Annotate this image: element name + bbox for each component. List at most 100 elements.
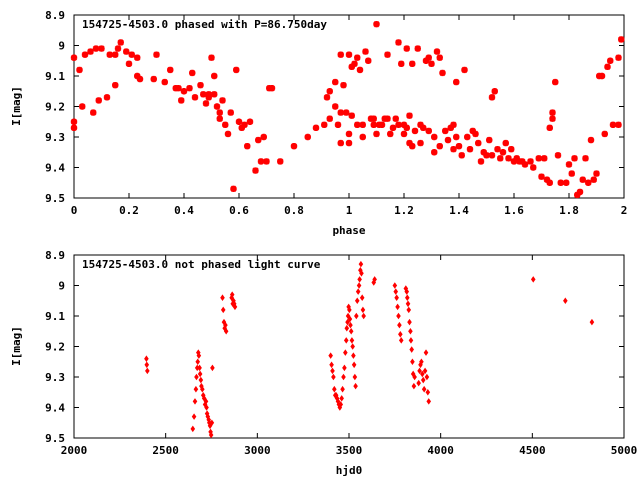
data-point <box>422 367 428 375</box>
data-point <box>411 127 419 135</box>
data-point <box>393 288 399 295</box>
x-tick-label: 1 <box>346 204 353 217</box>
data-point <box>370 115 377 122</box>
data-point <box>337 139 344 147</box>
data-point <box>224 130 232 138</box>
data-point <box>421 385 427 393</box>
unphased-light-curve-panel: 2000 2500 3000 3500 4000 4500 5000 8.9 9 9.1 9.2 9.… <box>10 249 637 477</box>
data-point <box>344 324 350 332</box>
data-point <box>208 431 214 439</box>
data-point <box>425 127 432 135</box>
x-tick-label: 0 <box>71 204 78 217</box>
x-tick-label: 4000 <box>427 444 454 457</box>
data-point <box>521 161 529 168</box>
data-point <box>436 142 443 150</box>
data-point <box>345 318 350 326</box>
data-point <box>563 297 568 305</box>
data-point <box>587 136 595 144</box>
data-point <box>144 361 150 369</box>
data-point <box>352 373 358 381</box>
data-point <box>349 337 355 344</box>
data-point <box>343 109 350 116</box>
data-points-phased <box>70 20 625 199</box>
data-point <box>81 51 89 58</box>
data-point <box>337 109 344 116</box>
data-point <box>268 85 276 92</box>
data-point <box>328 352 333 359</box>
data-point <box>358 260 364 268</box>
data-point <box>486 136 493 144</box>
data-point <box>347 306 352 314</box>
data-point <box>351 60 358 67</box>
data-point <box>417 121 424 128</box>
data-point <box>211 91 218 98</box>
x-tick-label: 0.8 <box>284 204 304 217</box>
data-point <box>574 191 581 199</box>
data-point <box>347 315 353 323</box>
data-point <box>360 306 366 314</box>
x-tick-label: 0.4 <box>174 204 194 217</box>
data-point <box>134 54 141 61</box>
data-point <box>508 146 515 153</box>
axis-ticks-phased: 0 0.2 0.4 0.6 0.8 1 1.2 1.4 1.6 1.8 2 8.9 9 9.1 9.2 9.3… <box>45 9 627 217</box>
data-point <box>277 158 284 165</box>
data-point <box>546 124 553 132</box>
data-point <box>450 146 457 153</box>
data-point <box>565 161 573 168</box>
x-tick-label: 1.8 <box>559 204 579 217</box>
data-point <box>483 152 490 159</box>
data-point <box>145 367 150 375</box>
y-tick-label: 8.9 <box>45 249 65 262</box>
data-point <box>356 282 362 289</box>
data-point <box>543 176 551 183</box>
data-point <box>598 72 606 80</box>
data-point <box>208 54 215 61</box>
data-point <box>425 388 431 396</box>
data-point <box>356 66 364 74</box>
data-point <box>351 361 357 369</box>
data-point <box>342 364 347 372</box>
data-point <box>197 370 203 378</box>
data-point <box>593 170 600 177</box>
data-point <box>161 78 168 86</box>
data-point <box>197 364 202 372</box>
data-point <box>395 303 400 311</box>
data-point <box>618 36 625 43</box>
data-point <box>79 103 86 110</box>
data-point <box>112 81 119 89</box>
data-point <box>477 158 485 165</box>
x-axis-label-phased: phase <box>332 224 365 237</box>
data-point <box>353 382 358 390</box>
data-point <box>609 121 617 128</box>
data-point <box>334 121 342 128</box>
y-axis-label-unphased: I[mag] <box>10 326 23 366</box>
data-point <box>229 291 235 298</box>
data-point <box>112 51 119 58</box>
data-point <box>414 45 421 52</box>
data-point <box>106 51 113 58</box>
data-point <box>426 398 432 405</box>
data-point <box>76 66 83 74</box>
data-point <box>220 294 225 301</box>
data-point <box>255 136 262 144</box>
data-point <box>397 321 402 329</box>
data-point <box>211 72 218 80</box>
data-point <box>178 97 185 104</box>
data-point <box>527 158 534 165</box>
data-point <box>510 158 518 165</box>
data-point <box>134 72 141 80</box>
data-point <box>395 121 402 128</box>
data-point <box>549 115 556 122</box>
data-point <box>180 88 188 95</box>
data-point <box>502 139 509 147</box>
x-tick-label: 1.2 <box>394 204 414 217</box>
data-point <box>546 179 553 186</box>
data-point <box>338 401 344 408</box>
data-point <box>227 109 234 116</box>
data-point <box>417 139 424 147</box>
data-point <box>202 100 210 107</box>
data-point <box>337 51 344 58</box>
data-point <box>389 124 397 132</box>
data-point <box>359 294 365 301</box>
data-point <box>497 155 504 162</box>
